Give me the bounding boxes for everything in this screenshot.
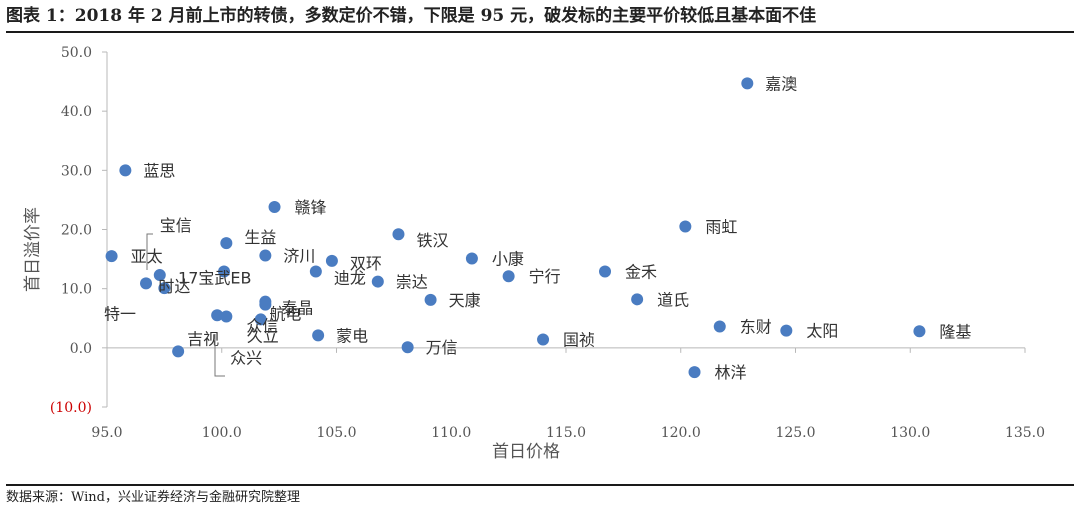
point-label: 宁行 bbox=[529, 267, 561, 286]
y-tick-label: (10.0) bbox=[50, 400, 92, 416]
point-label: 迪龙 bbox=[334, 269, 366, 288]
data-point bbox=[713, 320, 726, 333]
point-label: 天康 bbox=[449, 291, 481, 310]
x-tick-label: 130.0 bbox=[890, 425, 930, 441]
y-tick-label: 20.0 bbox=[61, 223, 92, 239]
y-tick-label: 40.0 bbox=[61, 104, 92, 120]
point-label: 太阳 bbox=[806, 322, 838, 341]
x-tick-label: 110.0 bbox=[431, 425, 471, 441]
point-label: 铁汉 bbox=[416, 231, 448, 250]
data-point bbox=[268, 201, 281, 214]
data-point bbox=[631, 293, 644, 306]
x-tick-label: 135.0 bbox=[1005, 425, 1045, 441]
data-point bbox=[401, 341, 414, 354]
point-label: 泰晶 bbox=[281, 299, 313, 318]
point-label: 航电 bbox=[269, 305, 301, 324]
title-rule bbox=[6, 31, 1074, 33]
data-point bbox=[259, 298, 272, 311]
point-label: 久立 bbox=[247, 326, 279, 345]
data-point bbox=[424, 293, 437, 306]
data-point bbox=[599, 265, 612, 278]
point-label: 双环 bbox=[350, 254, 382, 273]
point-label: 蓝思 bbox=[143, 161, 175, 180]
scatter-chart: (10.0) 0.0 10.0 20.0 30.0 40.0 50.0 95.0 100.0 10… bbox=[23, 45, 1045, 462]
data-point bbox=[780, 324, 793, 337]
data-point bbox=[140, 277, 153, 290]
point-label: 嘉澳 bbox=[765, 74, 797, 93]
chart-axes: (10.0) 0.0 10.0 20.0 30.0 40.0 50.0 95.0 100.0 10… bbox=[23, 45, 1045, 462]
label-leader-line bbox=[146, 233, 153, 270]
data-point bbox=[913, 325, 926, 338]
point-label: 东财 bbox=[740, 318, 772, 337]
chart-title: 图表 1：2018 年 2 月前上市的转债，多数定价不错，下限是 95 元，破发… bbox=[6, 6, 817, 26]
point-label: 众兴 bbox=[230, 348, 262, 367]
x-tick-label: 115.0 bbox=[546, 425, 586, 441]
point-label: 万信 bbox=[426, 338, 458, 357]
point-label: 崇达 bbox=[396, 273, 428, 292]
data-point bbox=[172, 345, 185, 358]
point-label: 金禾 bbox=[625, 263, 657, 282]
data-point bbox=[105, 250, 118, 263]
y-tick-label: 0.0 bbox=[70, 341, 92, 357]
y-tick-label: 10.0 bbox=[61, 282, 92, 298]
data-point bbox=[537, 333, 550, 346]
footer-rule bbox=[6, 484, 1074, 486]
point-label: 林洋 bbox=[715, 363, 747, 382]
point-label: 济川 bbox=[283, 247, 315, 266]
data-point bbox=[392, 228, 405, 241]
data-point bbox=[741, 77, 754, 90]
x-tick-label: 125.0 bbox=[775, 425, 815, 441]
data-point bbox=[119, 164, 132, 177]
data-point bbox=[465, 252, 478, 265]
point-label: 吉视 bbox=[187, 329, 219, 348]
point-label: 特一 bbox=[104, 304, 136, 323]
point-label: 时达 bbox=[158, 277, 190, 296]
data-source: 数据来源：Wind，兴业证券经济与金融研究院整理 bbox=[6, 490, 300, 505]
data-point bbox=[218, 265, 231, 278]
point-label: 生益 bbox=[244, 228, 276, 247]
x-axis-title: 首日价格 bbox=[492, 442, 560, 462]
y-tick-label: 30.0 bbox=[61, 163, 92, 179]
point-label: 国祯 bbox=[563, 331, 595, 350]
data-point bbox=[220, 310, 233, 323]
data-point bbox=[211, 309, 224, 322]
data-point bbox=[254, 313, 267, 326]
data-point bbox=[679, 220, 692, 233]
point-label: 众信 bbox=[246, 316, 278, 335]
point-label: 雨虹 bbox=[705, 218, 737, 237]
point-label: 道氏 bbox=[657, 290, 689, 309]
point-label: 赣锋 bbox=[295, 198, 327, 217]
point-label: 小康 bbox=[492, 249, 524, 268]
label-leader-line bbox=[214, 334, 225, 377]
data-point bbox=[325, 254, 338, 267]
data-point bbox=[259, 249, 272, 262]
point-label: 蒙电 bbox=[336, 326, 368, 345]
data-point bbox=[688, 366, 701, 379]
point-label: 隆基 bbox=[939, 322, 971, 341]
data-point bbox=[309, 265, 322, 278]
y-tick-label: 50.0 bbox=[61, 45, 92, 61]
data-point bbox=[153, 269, 166, 282]
data-point bbox=[158, 282, 171, 295]
point-label: 17宝武EB bbox=[178, 269, 251, 288]
data-point bbox=[502, 270, 515, 283]
y-axis-title: 首日溢价率 bbox=[23, 207, 43, 292]
x-tick-label: 95.0 bbox=[91, 425, 122, 441]
data-point bbox=[371, 275, 384, 288]
x-tick-label: 120.0 bbox=[661, 425, 701, 441]
data-point bbox=[312, 329, 325, 342]
x-tick-label: 105.0 bbox=[316, 425, 356, 441]
data-point bbox=[220, 237, 233, 250]
point-label: 宝信 bbox=[160, 216, 192, 235]
x-tick-label: 100.0 bbox=[202, 425, 242, 441]
